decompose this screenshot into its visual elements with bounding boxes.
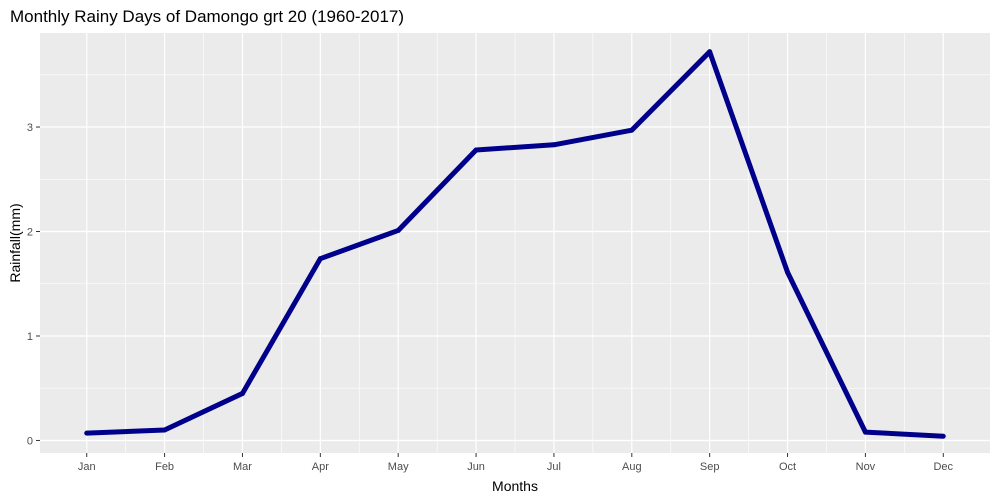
- data-points: [84, 49, 946, 439]
- y-axis-title: Rainfall(mm): [7, 203, 23, 282]
- x-tick-label: Mar: [233, 461, 252, 473]
- y-axis: 0 1 2 3: [27, 122, 40, 447]
- data-point-jan: [84, 430, 90, 436]
- x-tick-label: Feb: [155, 461, 174, 473]
- y-tick-label: 2: [27, 227, 33, 239]
- y-tick-label: 1: [27, 331, 33, 343]
- x-tick-label: May: [388, 461, 409, 473]
- rainfall-series-line: [86, 49, 944, 439]
- data-point-sep: [707, 49, 713, 55]
- x-tick-label: Oct: [779, 461, 796, 473]
- data-point-jul: [551, 142, 557, 148]
- x-tick-label: Jan: [78, 461, 96, 473]
- x-axis: Jan Feb Mar Apr May Jun Jul Aug Sep Oct Nov Dec: [78, 453, 954, 473]
- data-point-aug: [629, 127, 635, 133]
- x-tick-label: Nov: [856, 461, 876, 473]
- data-point-nov: [862, 429, 868, 435]
- data-point-jun: [473, 147, 479, 153]
- data-point-apr: [317, 256, 323, 262]
- x-tick-label: Aug: [622, 461, 642, 473]
- x-axis-title: Months: [492, 478, 538, 494]
- data-point-feb: [162, 427, 168, 433]
- x-tick-label: Sep: [700, 461, 720, 473]
- y-tick-label: 0: [27, 435, 33, 447]
- minor-gridlines: [40, 33, 990, 453]
- data-point-mar: [239, 390, 245, 396]
- major-gridlines: [40, 33, 990, 453]
- data-point-oct: [785, 269, 791, 275]
- x-tick-label: Dec: [933, 461, 953, 473]
- y-tick-label: 3: [27, 122, 33, 134]
- x-tick-label: Jun: [467, 461, 485, 473]
- x-tick-label: Apr: [312, 461, 329, 473]
- x-tick-label: Jul: [547, 461, 561, 473]
- data-point-dec: [940, 433, 946, 439]
- data-point-may: [395, 227, 401, 233]
- chart-title: Monthly Rainy Days of Damongo grt 20 (19…: [10, 7, 404, 26]
